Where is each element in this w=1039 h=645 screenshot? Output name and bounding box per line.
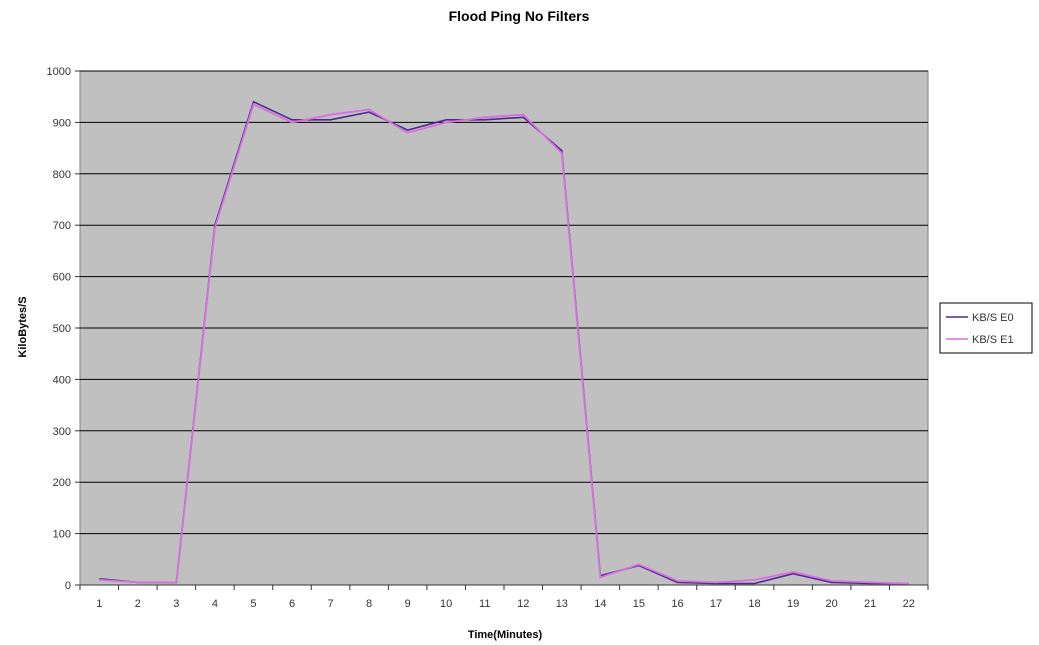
legend-label: KB/S E0 [972,312,1014,324]
x-tick-label: 13 [556,598,568,610]
y-tick-label: 1000 [47,66,71,78]
x-tick-label: 2 [135,598,141,610]
x-tick-label: 19 [787,598,799,610]
x-tick-label: 21 [864,598,876,610]
x-tick-label: 18 [748,598,760,610]
y-tick-label: 600 [53,272,71,284]
y-tick-label: 0 [65,580,71,592]
x-tick-label: 4 [212,598,218,610]
y-tick-label: 400 [53,374,71,386]
legend: KB/S E0 KB/S E1 [939,302,1033,354]
x-tick-label: 3 [173,598,179,610]
x-tick-label: 8 [366,598,372,610]
x-axis-title: Time(Minutes) [468,629,543,641]
y-tick-label: 800 [53,169,71,181]
x-tick-label: 20 [826,598,838,610]
y-axis-ticks: 0 100 200 300 400 500 600 700 800 900 1000 [47,66,80,592]
gridlines [80,70,928,535]
y-tick-label: 100 [53,529,71,541]
x-tick-label: 22 [903,598,915,610]
y-axis-title: KiloBytes/S [17,296,29,357]
x-tick-label: 7 [327,598,333,610]
x-tick-label: 1 [96,598,102,610]
y-tick-label: 500 [53,323,71,335]
x-tick-label: 11 [479,598,490,610]
x-tick-label: 15 [633,598,645,610]
x-tick-label: 12 [517,598,529,610]
series-lines [99,100,909,585]
x-tick-label: 5 [250,598,256,610]
x-tick-label: 9 [405,598,411,610]
y-tick-label: 200 [53,477,71,489]
legend-label: KB/S E1 [972,334,1014,346]
chart-title: Flood Ping No Filters [449,8,590,24]
x-tick-label: 10 [440,598,452,610]
x-tick-label: 16 [671,598,683,610]
y-tick-label: 300 [53,426,71,438]
y-tick-label: 700 [53,220,71,232]
y-tick-label: 900 [53,117,71,129]
legend-box [939,302,1033,354]
x-tick-label: 14 [594,598,606,610]
x-tick-label: 6 [289,598,295,610]
x-tick-label: 17 [710,598,722,610]
series-line-e1 [99,103,909,585]
x-axis-ticks: 1 2 3 4 5 6 7 8 9 10 11 12 13 14 15 16 17 18 19 20 21 22 [79,584,929,610]
